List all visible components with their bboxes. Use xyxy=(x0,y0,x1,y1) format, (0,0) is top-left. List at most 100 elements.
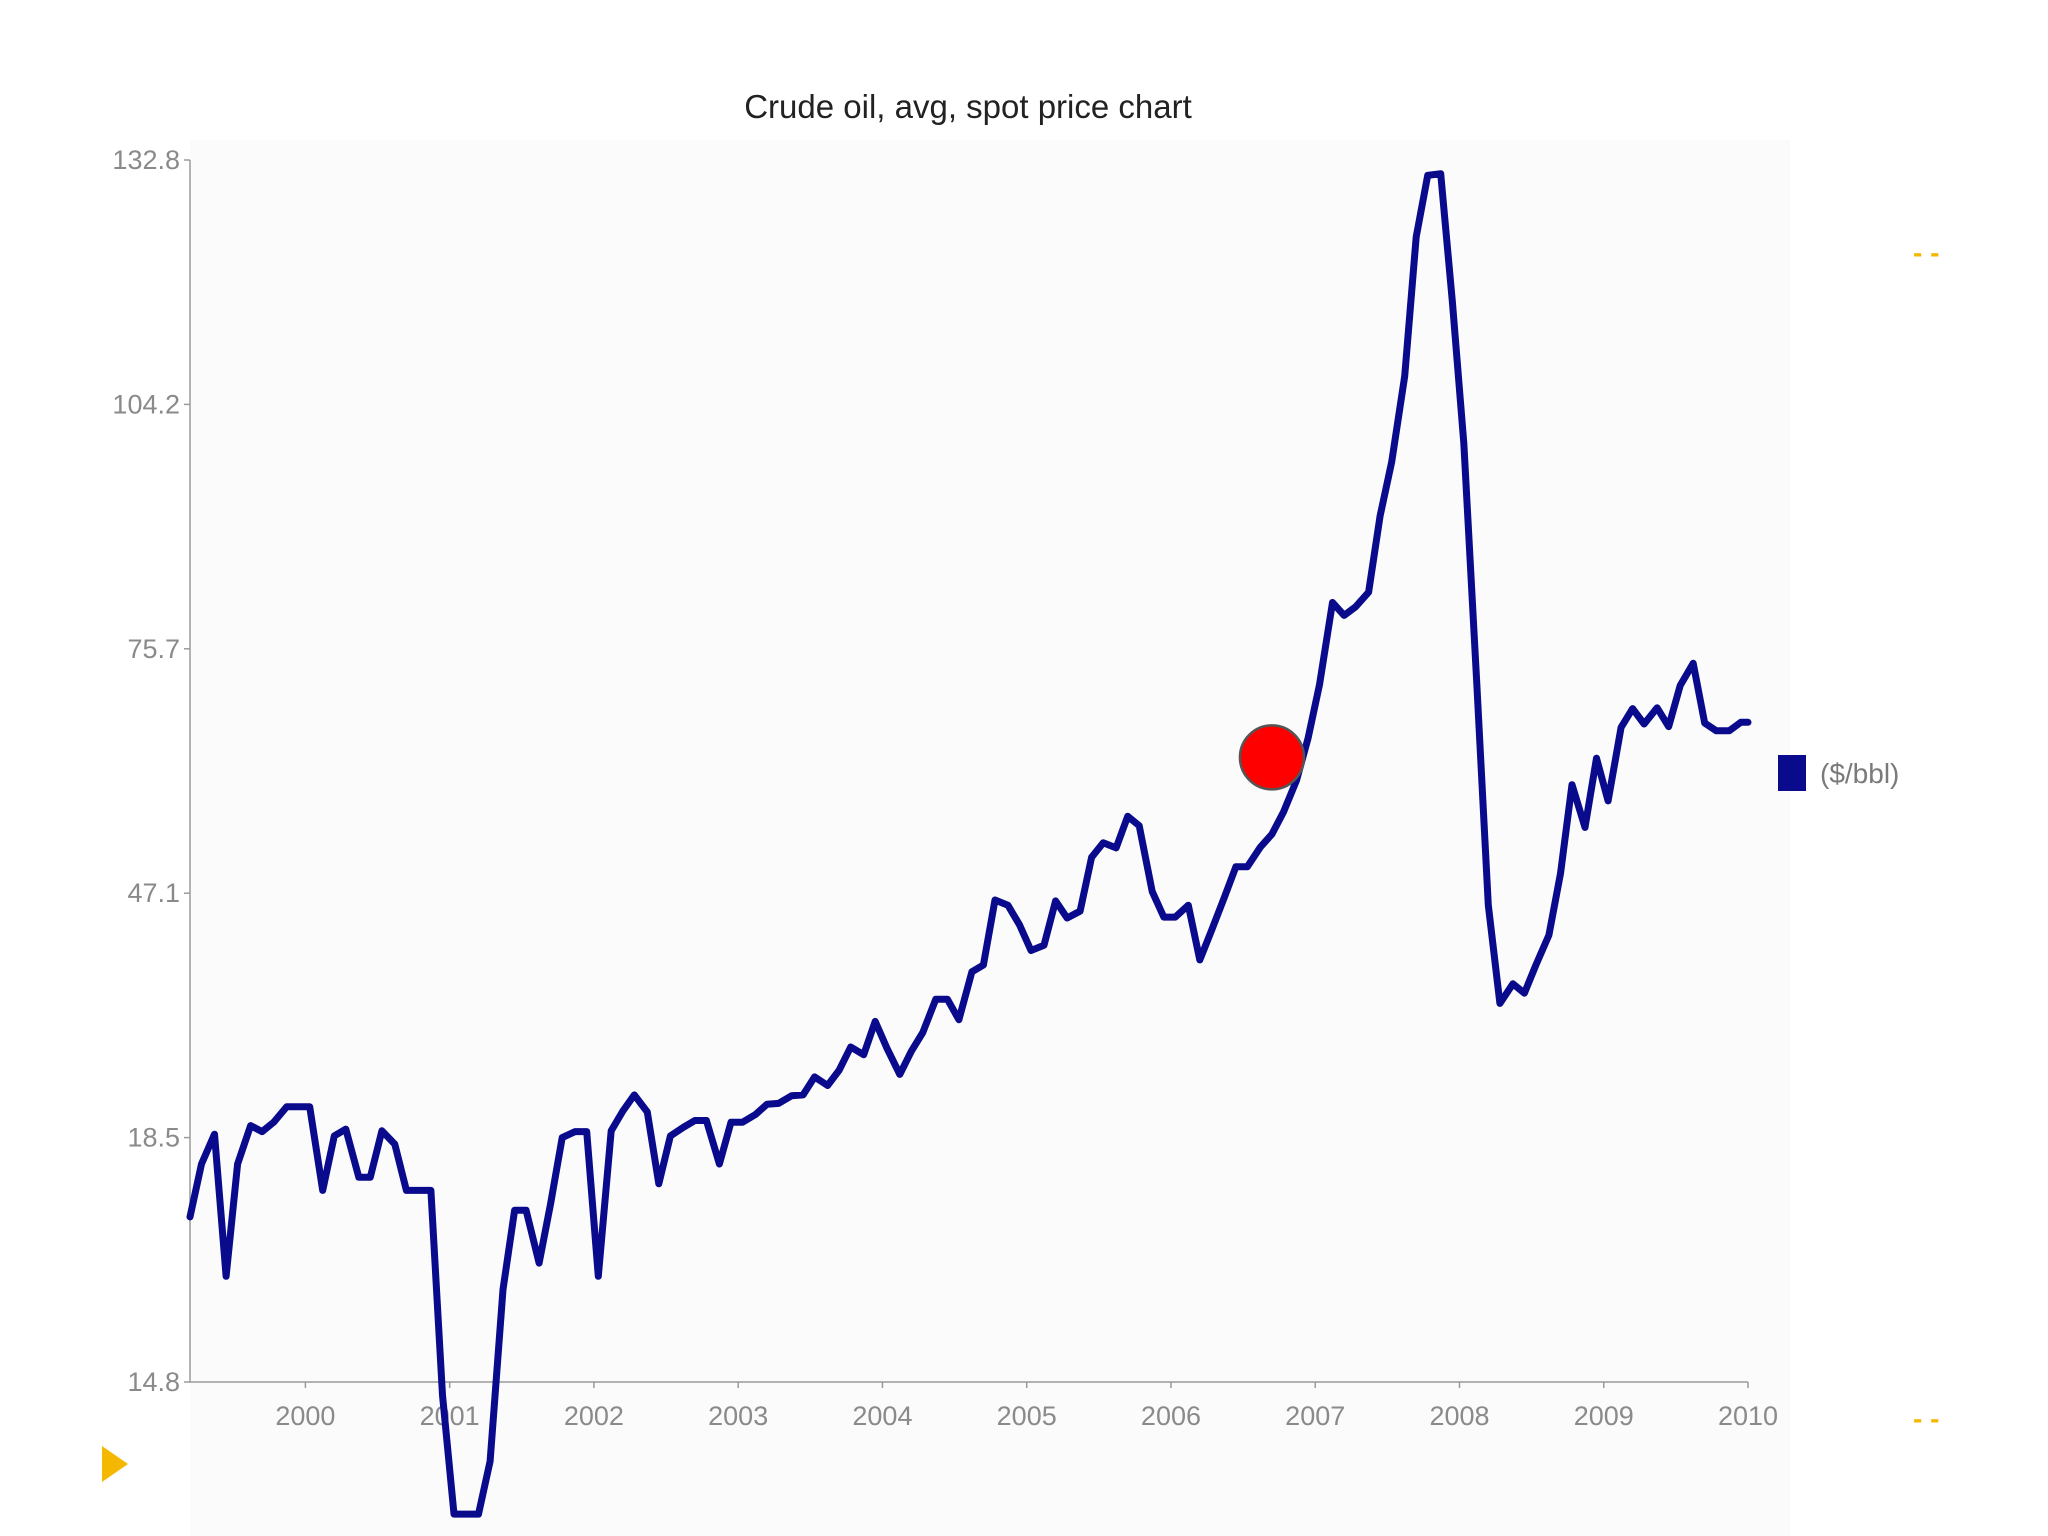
data-point xyxy=(547,1200,554,1207)
data-point xyxy=(1413,233,1420,241)
chart-title: Crude oil, avg, spot price chart xyxy=(744,88,1192,125)
data-point xyxy=(644,1108,651,1116)
data-point xyxy=(211,1131,218,1138)
data-point xyxy=(1593,755,1600,762)
data-point xyxy=(1604,797,1612,805)
y-tick-label: 132.8 xyxy=(112,145,180,175)
data-point xyxy=(1280,808,1287,816)
data-point xyxy=(511,1207,518,1214)
data-point xyxy=(1160,913,1168,921)
data-point xyxy=(258,1128,266,1135)
data-point xyxy=(908,1048,915,1055)
data-point xyxy=(475,1510,482,1518)
data-point xyxy=(1208,927,1215,934)
data-point xyxy=(883,1044,890,1052)
data-point xyxy=(799,1091,807,1099)
data-point xyxy=(1376,512,1384,520)
data-point xyxy=(270,1119,277,1126)
data-point xyxy=(439,1392,446,1399)
data-point xyxy=(1424,172,1431,179)
legend-label: ($/bbl) xyxy=(1820,758,1899,789)
y-tick-label: 18.5 xyxy=(127,1123,180,1153)
data-point xyxy=(247,1122,254,1129)
data-point xyxy=(1100,839,1107,846)
data-points xyxy=(186,170,1752,1518)
data-point xyxy=(1545,931,1553,939)
x-axis-ticks: 2000 2001 2002 2003 2004 2005 2006 2007 2008 2009… xyxy=(275,1382,1778,1431)
x-tick-label: 2007 xyxy=(1285,1401,1345,1431)
data-point xyxy=(1040,942,1048,949)
data-point xyxy=(595,1273,602,1280)
data-point xyxy=(1232,863,1240,870)
data-point xyxy=(919,1029,926,1036)
data-point xyxy=(847,1043,854,1051)
x-tick-label: 2006 xyxy=(1141,1401,1201,1431)
data-point xyxy=(1063,914,1071,922)
data-point xyxy=(1172,913,1179,921)
data-point xyxy=(824,1082,831,1089)
data-point xyxy=(1185,902,1192,909)
data-point xyxy=(450,1510,458,1518)
accent-dash-top: - - xyxy=(1913,237,1939,268)
data-point xyxy=(980,961,987,969)
data-point xyxy=(739,1119,746,1126)
x-tick-label: 2002 xyxy=(564,1401,624,1431)
data-point xyxy=(872,1018,879,1025)
data-point xyxy=(486,1458,494,1465)
x-tick-label: 2009 xyxy=(1574,1401,1634,1431)
data-point xyxy=(763,1101,771,1108)
accent-dash-bottom: - - xyxy=(1913,1403,1939,1434)
data-point xyxy=(1701,719,1708,727)
data-point xyxy=(968,968,976,975)
legend-swatch xyxy=(1778,755,1806,791)
data-point xyxy=(932,996,939,1003)
data-point xyxy=(1221,894,1228,901)
data-point xyxy=(306,1103,313,1111)
data-point xyxy=(1244,863,1251,870)
data-point xyxy=(691,1117,699,1124)
data-point xyxy=(198,1160,205,1168)
data-point xyxy=(559,1134,566,1141)
data-point xyxy=(463,1510,471,1518)
data-point xyxy=(955,1016,963,1023)
data-point xyxy=(1304,735,1312,742)
data-point xyxy=(1196,956,1204,964)
data-point xyxy=(1532,961,1540,969)
data-point xyxy=(1737,719,1745,726)
data-point xyxy=(1004,902,1012,909)
data-point xyxy=(572,1128,579,1135)
data-point xyxy=(1027,947,1035,954)
data-point xyxy=(355,1174,362,1181)
data-point xyxy=(811,1073,818,1081)
data-point xyxy=(608,1127,615,1135)
data-point xyxy=(1509,980,1517,987)
data-point xyxy=(775,1100,782,1107)
data-point xyxy=(522,1207,530,1214)
data-point xyxy=(535,1259,543,1267)
data-point xyxy=(1496,1000,1504,1007)
data-point xyxy=(1568,781,1576,788)
data-point xyxy=(1449,297,1456,305)
plot-panel xyxy=(190,140,1790,1536)
data-point xyxy=(752,1111,759,1118)
y-tick-label: 75.7 xyxy=(127,634,180,664)
data-point xyxy=(427,1187,435,1194)
data-point xyxy=(631,1091,638,1099)
data-point xyxy=(1677,682,1684,689)
x-tick-label: 2003 xyxy=(708,1401,768,1431)
data-point xyxy=(283,1103,290,1111)
data-point xyxy=(1268,831,1276,838)
data-point xyxy=(1365,589,1372,596)
data-point xyxy=(1473,680,1481,687)
data-point xyxy=(1329,599,1336,606)
data-point xyxy=(1653,704,1661,711)
data-point xyxy=(896,1071,903,1078)
data-point xyxy=(414,1187,422,1194)
data-point xyxy=(1112,844,1120,852)
data-point xyxy=(1149,888,1156,895)
data-point xyxy=(1257,843,1264,851)
data-point xyxy=(1437,170,1444,177)
annotation-layer xyxy=(1238,724,1306,791)
data-point xyxy=(703,1117,710,1124)
x-tick-label: 2000 xyxy=(275,1401,335,1431)
